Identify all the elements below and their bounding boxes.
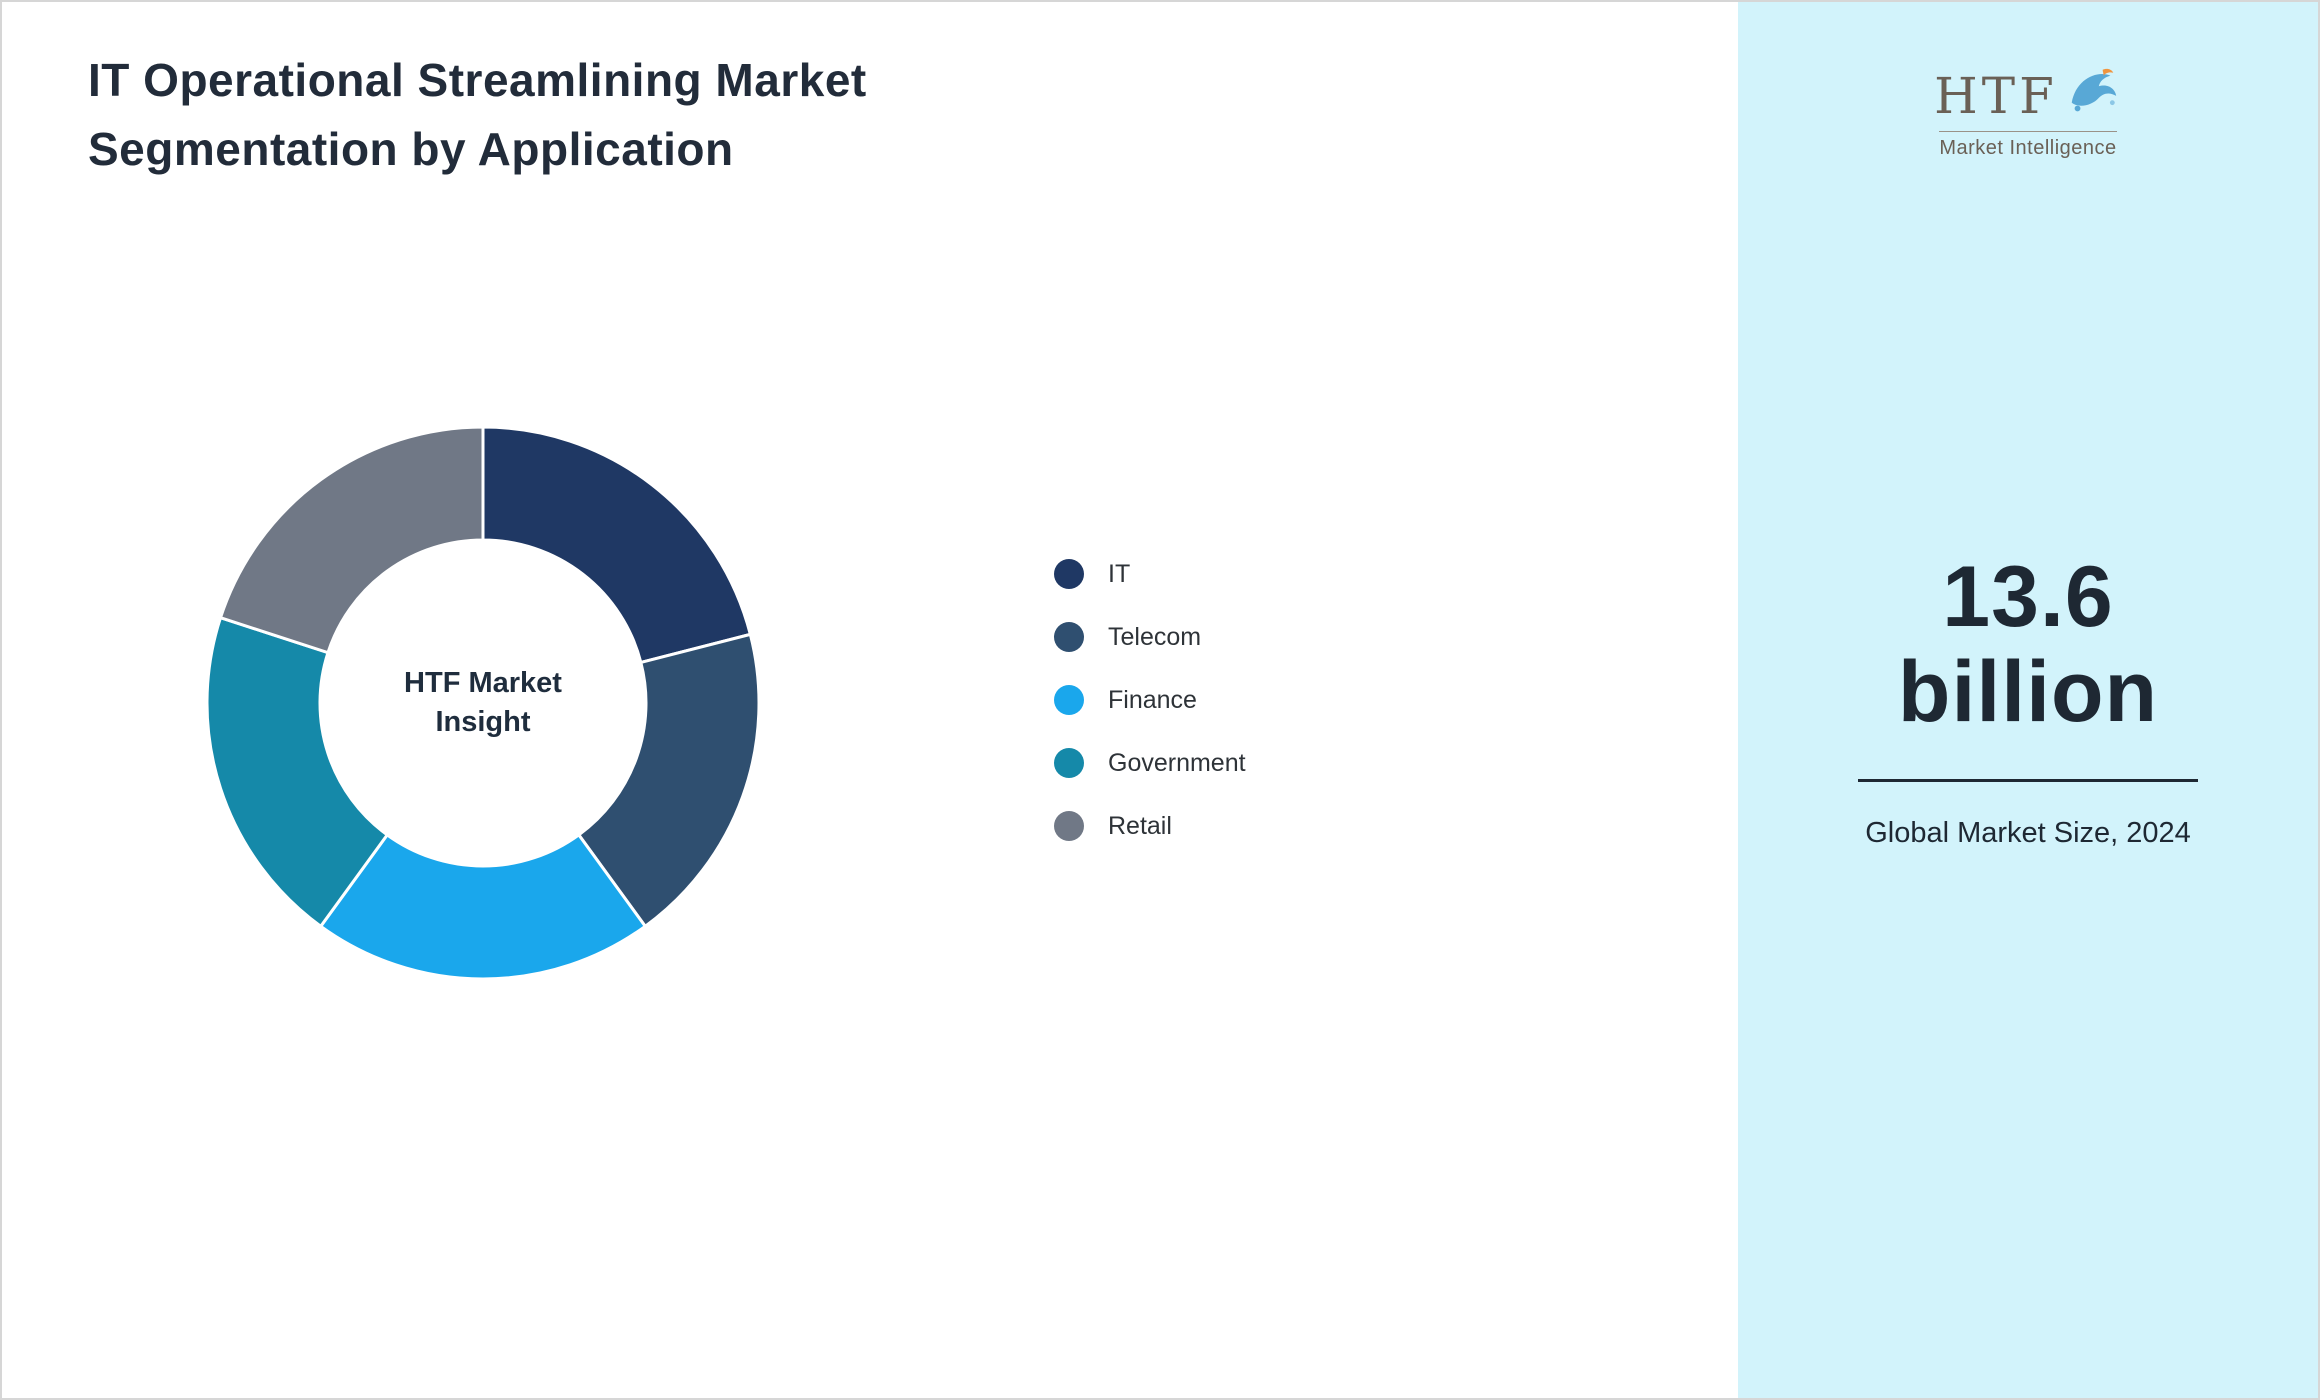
- legend-label: Finance: [1108, 685, 1197, 714]
- market-size-caption: Global Market Size, 2024: [1865, 817, 2191, 850]
- legend-label: Retail: [1108, 811, 1172, 840]
- donut-segment-telecom: [576, 632, 761, 929]
- legend-dot: [1054, 622, 1084, 652]
- dolphin-icon: [2064, 64, 2122, 127]
- side-panel: HTF Market Intelligence 13.6 billion Glo…: [1738, 2, 2318, 1398]
- donut-chart: [205, 425, 761, 981]
- brand-logo: HTF Market Intelligence: [1738, 64, 2318, 160]
- legend-dot: [1054, 685, 1084, 715]
- legend-item-telecom: Telecom: [1054, 621, 1246, 653]
- legend-label: Telecom: [1108, 622, 1202, 651]
- donut-segment-retail: [218, 425, 485, 655]
- legend-item-it: IT: [1054, 558, 1246, 590]
- logo-tagline: Market Intelligence: [1939, 131, 2117, 160]
- market-size-unit: billion: [1897, 643, 2159, 740]
- legend-dot: [1054, 748, 1084, 778]
- divider: [1858, 779, 2198, 783]
- legend-label: IT: [1108, 559, 1131, 588]
- page-title: IT Operational Streamlining Market Segme…: [88, 54, 867, 175]
- donut-segment-government: [205, 615, 390, 929]
- market-size-value: 13.6: [1942, 549, 2114, 645]
- donut-chart-area: HTF Market Insight: [200, 420, 766, 986]
- legend-item-finance: Finance: [1054, 684, 1246, 716]
- logo-acronym: HTF: [1934, 66, 2058, 125]
- donut-segment-it: [481, 425, 753, 665]
- legend-item-government: Government: [1054, 747, 1246, 779]
- legend-item-retail: Retail: [1054, 810, 1246, 842]
- legend: IT Telecom Finance Government Retail: [1054, 558, 1246, 873]
- legend-dot: [1054, 559, 1084, 589]
- donut-segment-finance: [318, 832, 648, 981]
- logo-row: HTF: [1934, 64, 2122, 127]
- legend-dot: [1054, 811, 1084, 841]
- legend-label: Government: [1108, 748, 1246, 777]
- market-size-block: 13.6 billion Global Market Size, 2024: [1738, 550, 2318, 854]
